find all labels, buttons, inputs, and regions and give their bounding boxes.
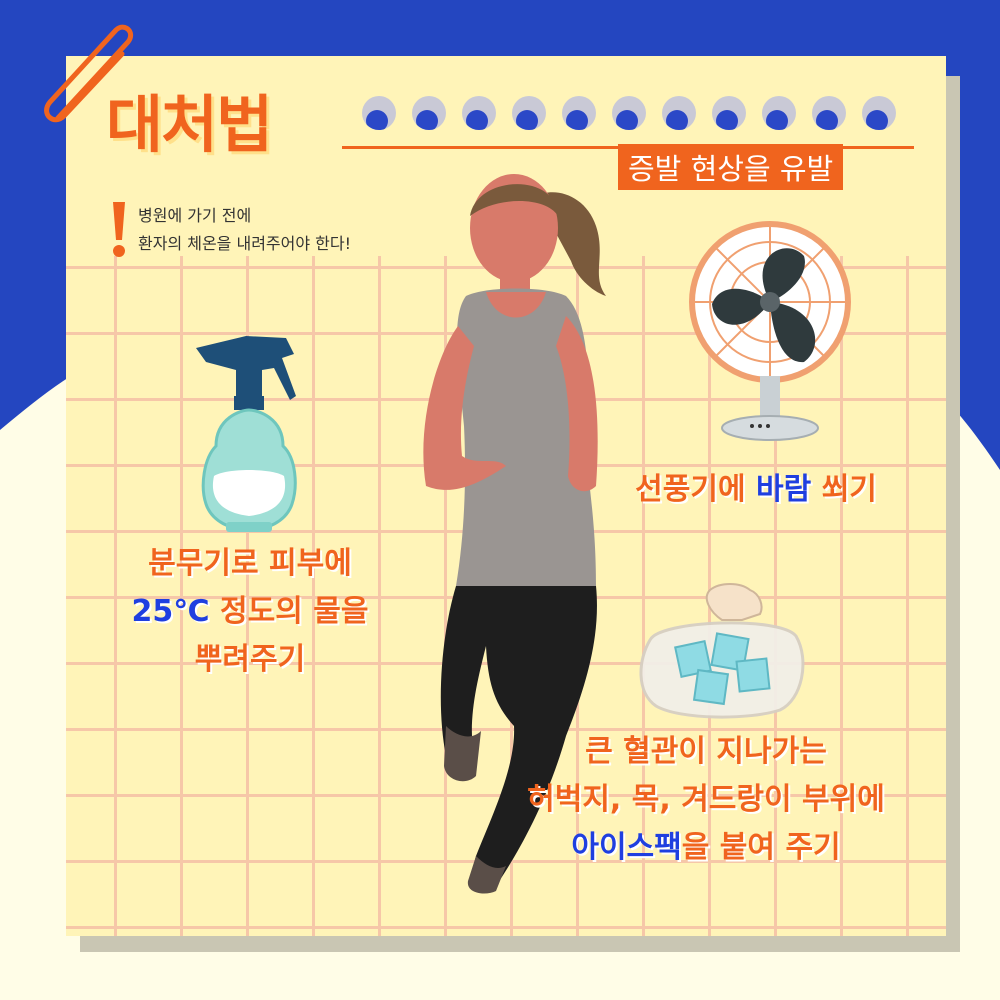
spray-caption-line: 뿌려주기 [194, 642, 306, 677]
exclamation-icon [113, 202, 125, 257]
woman-illustration [423, 174, 606, 894]
spray-bottle-icon [196, 336, 297, 532]
notice-card: 대처법 증발 현상을 유발 병원에 가기 전에 환자의 체온을 내려주어야 한다… [66, 56, 946, 936]
binder-hole [812, 96, 846, 130]
paperclip-icon [44, 24, 134, 123]
ice-caption-line: 큰 혈관이 지나가는 [585, 734, 827, 769]
binder-hole [512, 96, 546, 130]
wind-highlight: 바람 [756, 472, 812, 507]
page-title: 대처법 [106, 88, 273, 161]
fan-caption: 선풍기에 바람 쐬기 [586, 466, 926, 514]
ice-caption-line: 아이스팩을 붙여 주기 [486, 824, 926, 872]
warning-line: 환자의 체온을 내려주어야 한다! [138, 234, 352, 253]
fan-icon [689, 221, 851, 441]
ice-caption: 큰 혈관이 지나가는 허벅지, 목, 겨드랑이 부위에 아이스팩을 붙여 주기 [486, 728, 926, 872]
fan-caption-text: 쐬기 [811, 472, 877, 507]
spray-caption-text: 정도의 물을 [209, 594, 369, 629]
binder-hole [362, 96, 396, 130]
binder-hole [862, 96, 896, 130]
ice-caption-text: 을 붙여 주기 [681, 830, 841, 865]
subtitle-badge: 증발 현상을 유발 [618, 144, 844, 190]
spray-caption: 분무기로 피부에 25℃ 정도의 물을 뿌려주기 [100, 540, 400, 684]
spray-caption-line: 25℃ 정도의 물을 [100, 588, 400, 636]
binder-hole [562, 96, 596, 130]
ice-pack-icon [639, 583, 805, 719]
temperature-highlight: 25℃ [131, 594, 210, 629]
binder-hole [412, 96, 446, 130]
binder-hole [612, 96, 646, 130]
binder-hole [462, 96, 496, 130]
icepack-highlight: 아이스팩 [571, 830, 682, 865]
binder-hole [762, 96, 796, 130]
binder-hole [662, 96, 696, 130]
fan-caption-text: 선풍기에 [635, 472, 756, 507]
warning-line: 병원에 가기 전에 [138, 206, 252, 225]
binder-hole [712, 96, 746, 130]
ice-caption-line: 허벅지, 목, 겨드랑이 부위에 [527, 782, 885, 817]
spray-caption-line: 분무기로 피부에 [148, 546, 352, 581]
warning-text: 병원에 가기 전에 환자의 체온을 내려주어야 한다! [138, 202, 351, 258]
